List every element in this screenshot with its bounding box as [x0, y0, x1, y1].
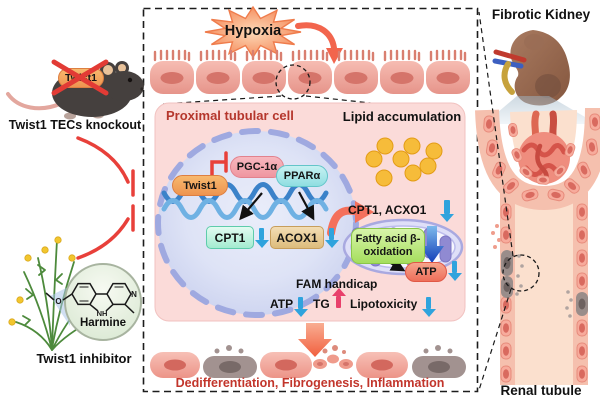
transcription-arrows — [239, 191, 315, 221]
mouse-caption: Twist1 TECs knockout — [8, 118, 142, 132]
zoom-circle-cell — [275, 64, 311, 100]
panel-title: Proximal tubular cell — [166, 108, 294, 123]
renal-tubule-illustration — [475, 11, 600, 391]
kidney-illustration — [484, 30, 597, 124]
fam-lipotoxicity-down-arrow — [426, 297, 431, 309]
fam-tg-label: TG — [313, 297, 330, 311]
fam-handicap-label: FAM handicap — [296, 277, 378, 291]
ureter — [501, 61, 515, 95]
cpt1-acxo1-label: CPT1, ACXO1 — [348, 203, 427, 217]
tubule-caption: Renal tubule — [500, 383, 582, 398]
atp-badge: ATP — [405, 262, 447, 282]
fam-lipotoxicity-label: Lipotoxicity — [350, 297, 418, 311]
inhibitor-caption: Twist1 inhibitor — [36, 351, 132, 366]
zoom-connector-lines-cell — [162, 95, 390, 106]
acox1-gene-box: ACOX1 — [270, 226, 324, 249]
fam-atp-label: ATP — [270, 297, 294, 311]
nh-label: NH — [97, 309, 108, 318]
harmine-molecule-illustration: O NH N — [45, 263, 142, 341]
cpt1-acxo1-down-arrow — [444, 200, 450, 214]
methoxy-oxygen-label: O — [55, 297, 61, 306]
cpt1-down-arrow — [259, 228, 264, 240]
pgc1a-badge: PGC-1α — [230, 156, 284, 178]
lipid-droplets — [365, 137, 443, 187]
fao-big-down-arrow — [420, 226, 444, 263]
mouse-twist1-tag: Twist1 — [58, 68, 104, 88]
tubule-damaged-cells — [491, 224, 588, 318]
harmine-name-label: Harmine — [79, 317, 127, 329]
knockout-inhibition-arc — [76, 136, 135, 197]
epithelial-cell-row — [148, 49, 472, 96]
fam-atp-down-arrow — [298, 297, 303, 309]
ppara-badge: PPARα — [276, 165, 328, 187]
lipid-accumulation-label: Lipid accumulation — [342, 109, 462, 124]
fatty-acid-oxidation-box: Fatty acid β-oxidation — [351, 228, 425, 264]
atp-down-arrow — [452, 261, 457, 273]
zoom-circle-tubule — [502, 254, 540, 292]
hypoxia-label: Hypoxia — [224, 23, 282, 39]
fragmented-cell — [313, 345, 353, 369]
inhibitor-inhibition-arc — [76, 204, 135, 260]
renal-artery — [493, 49, 527, 63]
acox1-down-arrow — [329, 228, 334, 240]
main-dashed-frame — [142, 7, 479, 393]
damaged-cell-row — [150, 345, 466, 378]
kidney-title: Fibrotic Kidney — [491, 7, 591, 22]
twist1-protein-badge: Twist1 — [172, 175, 228, 196]
cpt1-gene-box: CPT1 — [206, 226, 254, 249]
outcome-caption: Dedifferentiation, Fibrogenesis, Inflamm… — [175, 376, 445, 390]
injury-down-arrow — [298, 323, 332, 357]
fam-tg-up-arrow — [336, 296, 341, 308]
pyridine-n-label: N — [131, 290, 137, 299]
